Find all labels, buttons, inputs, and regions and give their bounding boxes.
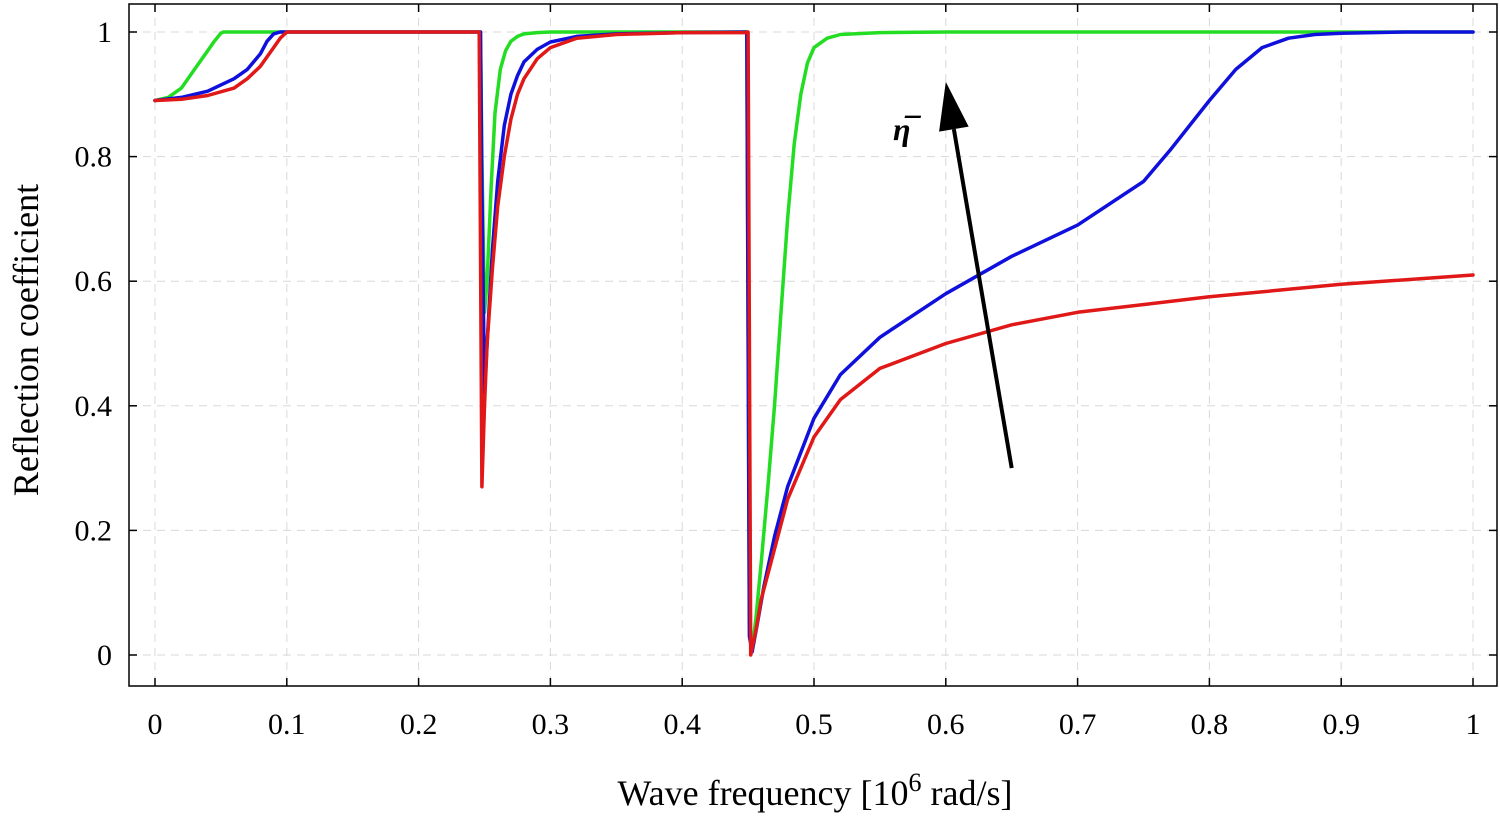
x-axis-title-tail: rad/s]	[921, 773, 1012, 813]
series-line-red	[153, 30, 1475, 657]
y-tick-label: 1	[97, 16, 112, 49]
series-lines	[153, 30, 1475, 657]
x-tick-label: 0.1	[268, 708, 306, 741]
x-tick-label: 1	[1466, 708, 1481, 741]
x-tick-label: 0.7	[1059, 708, 1097, 741]
x-axis-title-main: Wave frequency [10	[618, 773, 909, 813]
x-tick-label: 0.4	[663, 708, 701, 741]
plot-frame	[128, 3, 1498, 687]
grid	[129, 4, 1497, 686]
x-tick-label: 0	[148, 708, 163, 741]
x-tick-label: 0.5	[795, 708, 833, 741]
annotation: η̅	[893, 81, 1014, 469]
y-tick-label: 0	[97, 639, 112, 672]
x-tick-label: 0.2	[400, 708, 438, 741]
y-tick-label: 0.6	[75, 265, 113, 298]
eta-label: η̅	[893, 111, 922, 147]
y-tick-label: 0.2	[75, 514, 113, 547]
x-axis-title-superscript: 6	[908, 768, 921, 797]
series-line-green	[153, 30, 1475, 651]
x-tick-label: 0.6	[927, 708, 965, 741]
eta-arrow-head	[939, 81, 969, 132]
ticks: 0 0.1 0.2 0.3 0.4 0.5 0.6 0.7 0.8 0.9 1 0 0.2 0.4 0.6 0…	[75, 4, 1497, 741]
y-tick-label: 0.8	[75, 141, 113, 174]
x-tick-label: 0.3	[532, 708, 570, 741]
y-axis-title: Reflection coefficient	[6, 184, 46, 496]
x-tick-label: 0.8	[1191, 708, 1229, 741]
y-tick-label: 0.4	[75, 390, 113, 423]
x-tick-label: 0.9	[1322, 708, 1360, 741]
eta-arrow-shaft	[951, 128, 1014, 469]
x-axis-title: Wave frequency [106 rad/s]	[618, 768, 1013, 813]
